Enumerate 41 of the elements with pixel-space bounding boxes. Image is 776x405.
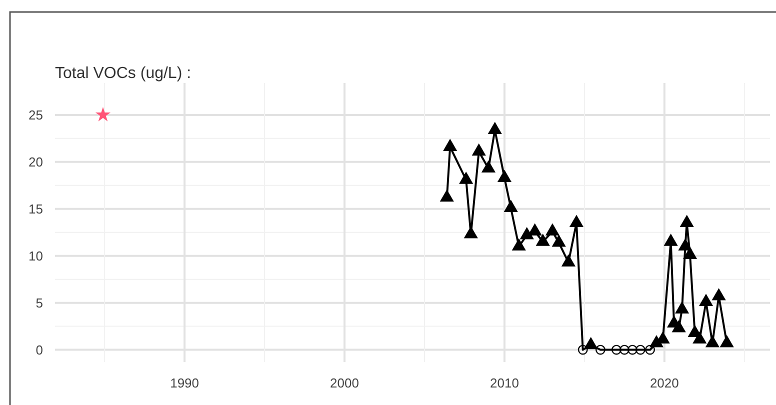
point — [459, 172, 473, 184]
point — [672, 320, 686, 332]
point — [96, 108, 110, 121]
point — [692, 332, 706, 344]
point — [584, 337, 598, 350]
point — [699, 294, 713, 306]
point — [536, 234, 550, 246]
point — [552, 234, 566, 247]
point — [664, 234, 678, 246]
point — [546, 224, 560, 236]
point — [675, 302, 689, 314]
y-tick-label: 25 — [28, 107, 43, 122]
point — [570, 215, 584, 228]
point — [498, 170, 512, 182]
point — [512, 238, 526, 251]
x-tick-label: 2000 — [330, 376, 359, 391]
point — [464, 226, 478, 238]
x-tick-label: 2010 — [490, 376, 519, 391]
point — [680, 215, 694, 228]
point — [678, 238, 692, 251]
point — [443, 139, 457, 151]
x-tick-label: 2020 — [650, 376, 679, 391]
point — [706, 335, 720, 348]
point — [712, 288, 726, 300]
point — [720, 335, 734, 348]
point — [440, 190, 454, 202]
y-tick-label: 5 — [36, 295, 43, 310]
point — [472, 144, 486, 156]
y-tick-label: 15 — [28, 201, 43, 216]
point — [504, 200, 518, 212]
x-tick-label: 1990 — [170, 376, 200, 391]
y-tick-label: 10 — [28, 248, 43, 264]
point — [488, 122, 502, 134]
y-tick-label: 0 — [36, 342, 43, 358]
y-tick-label: 20 — [28, 154, 43, 170]
point — [482, 160, 496, 173]
point — [528, 224, 542, 236]
point — [520, 227, 534, 240]
chart-title: Total VOCs (ug/L) : — [55, 65, 192, 82]
point — [683, 247, 697, 259]
point — [562, 254, 576, 266]
